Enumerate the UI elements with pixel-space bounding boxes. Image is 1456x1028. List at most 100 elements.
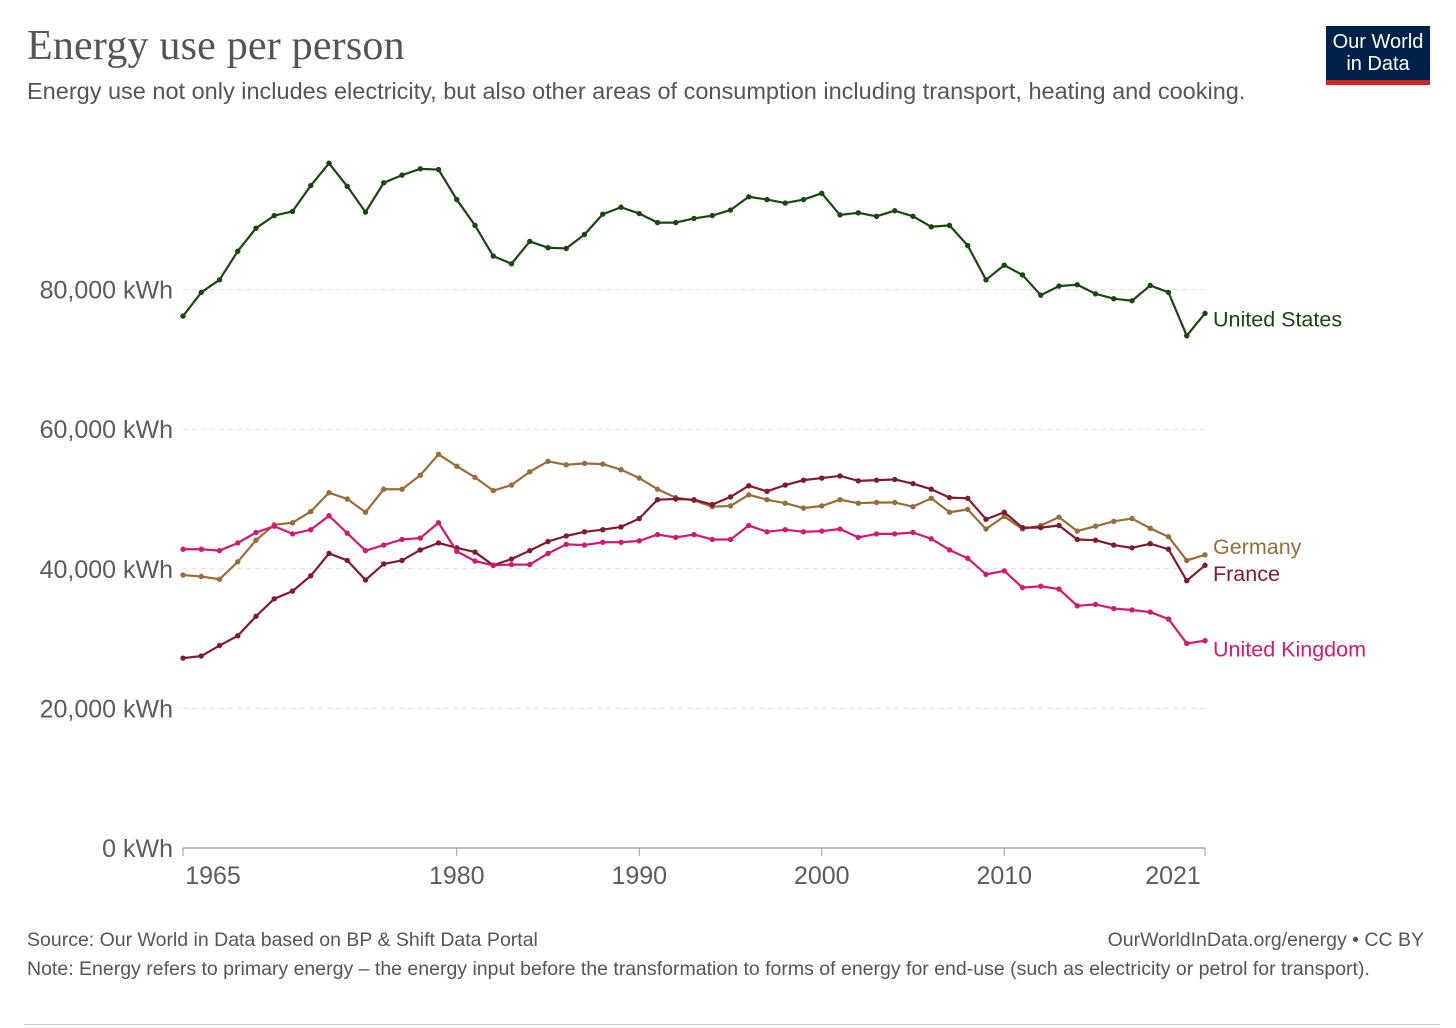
data-point — [1202, 552, 1208, 558]
series-end-labels: United States Germany France United Kingdom — [1213, 307, 1366, 661]
license-link[interactable]: OurWorldInData.org/energy • CC BY — [1107, 929, 1424, 951]
data-point — [1092, 537, 1099, 543]
data-point — [271, 596, 277, 602]
data-point — [235, 633, 241, 639]
data-point — [855, 478, 861, 484]
data-point — [1202, 310, 1208, 317]
data-point — [837, 496, 843, 503]
data-point — [563, 245, 569, 252]
data-point — [709, 501, 715, 508]
data-point — [983, 277, 989, 283]
data-point — [545, 245, 551, 251]
data-point — [1019, 524, 1026, 531]
data-point — [435, 451, 442, 458]
data-point — [764, 496, 770, 503]
data-point — [472, 549, 478, 555]
data-point — [636, 210, 642, 217]
data-point — [892, 531, 898, 537]
data-point — [910, 213, 916, 220]
data-point — [344, 496, 350, 502]
data-point — [910, 480, 916, 487]
data-point — [362, 209, 369, 215]
data-point — [800, 196, 807, 203]
data-point — [746, 194, 752, 200]
data-point — [326, 513, 332, 519]
data-point — [1111, 295, 1117, 302]
data-point — [399, 172, 405, 178]
data-point — [1001, 262, 1007, 268]
data-point — [198, 573, 204, 580]
data-point — [654, 486, 661, 492]
data-point — [691, 531, 697, 538]
data-point — [308, 508, 314, 515]
data-point — [1074, 528, 1080, 534]
data-point — [618, 204, 624, 210]
data-point — [563, 533, 569, 539]
data-point — [727, 494, 734, 500]
x-tick-label: 2010 — [976, 862, 1032, 890]
x-tick-label: 1980 — [429, 862, 485, 890]
data-point — [673, 219, 679, 226]
data-point — [253, 529, 259, 536]
data-point — [1147, 282, 1153, 289]
y-tick-label: 20,000 kWh — [40, 695, 173, 723]
data-point — [326, 490, 332, 496]
data-point — [417, 472, 423, 478]
data-point — [308, 573, 314, 579]
data-point — [600, 527, 606, 533]
data-point — [855, 534, 861, 541]
data-point — [216, 547, 223, 554]
x-tick-label: 1990 — [611, 862, 667, 890]
data-point — [600, 211, 606, 217]
data-point — [344, 557, 350, 564]
data-point — [527, 561, 533, 568]
data-point — [764, 529, 770, 535]
data-point — [545, 458, 551, 465]
data-point — [928, 224, 934, 230]
data-point — [454, 463, 460, 469]
data-point — [490, 487, 496, 494]
data-point — [1165, 289, 1172, 296]
data-point — [1147, 540, 1153, 547]
data-point — [326, 160, 332, 166]
series-germany — [180, 451, 1208, 582]
data-point — [873, 213, 880, 220]
data-point — [1092, 523, 1099, 529]
data-point — [417, 547, 423, 553]
data-point — [1129, 607, 1135, 613]
data-point — [472, 558, 478, 564]
data-point — [253, 613, 259, 619]
data-point — [381, 486, 387, 492]
series-label: Germany — [1213, 535, 1302, 559]
data-point — [216, 642, 223, 649]
data-point — [746, 492, 752, 498]
data-point — [1092, 291, 1099, 297]
data-point — [271, 523, 277, 529]
series-label: France — [1213, 562, 1280, 586]
data-point — [1147, 609, 1153, 615]
data-point — [1165, 533, 1172, 540]
data-point — [618, 539, 624, 545]
data-point — [1074, 282, 1080, 288]
data-point — [946, 222, 953, 229]
data-point — [216, 576, 223, 582]
data-point — [1001, 513, 1007, 520]
logo-line-1: Our World — [1332, 31, 1424, 53]
data-point — [235, 540, 241, 546]
data-point — [508, 261, 515, 267]
data-point — [1202, 562, 1208, 569]
data-point — [709, 212, 715, 219]
data-point — [435, 520, 442, 526]
data-point — [673, 534, 679, 541]
data-point — [308, 527, 314, 533]
owid-logo[interactable]: Our World in Data — [1326, 26, 1430, 85]
data-point — [764, 196, 770, 203]
data-point — [782, 527, 788, 533]
data-point — [691, 496, 697, 503]
data-point — [381, 561, 387, 567]
data-point — [581, 460, 588, 467]
data-point — [764, 488, 770, 495]
data-point — [1056, 522, 1062, 529]
data-point — [782, 200, 788, 206]
line-chart: 0 kWh 20,000 kWh 40,000 kWh 60,000 kWh 80,00… — [40, 160, 1366, 890]
